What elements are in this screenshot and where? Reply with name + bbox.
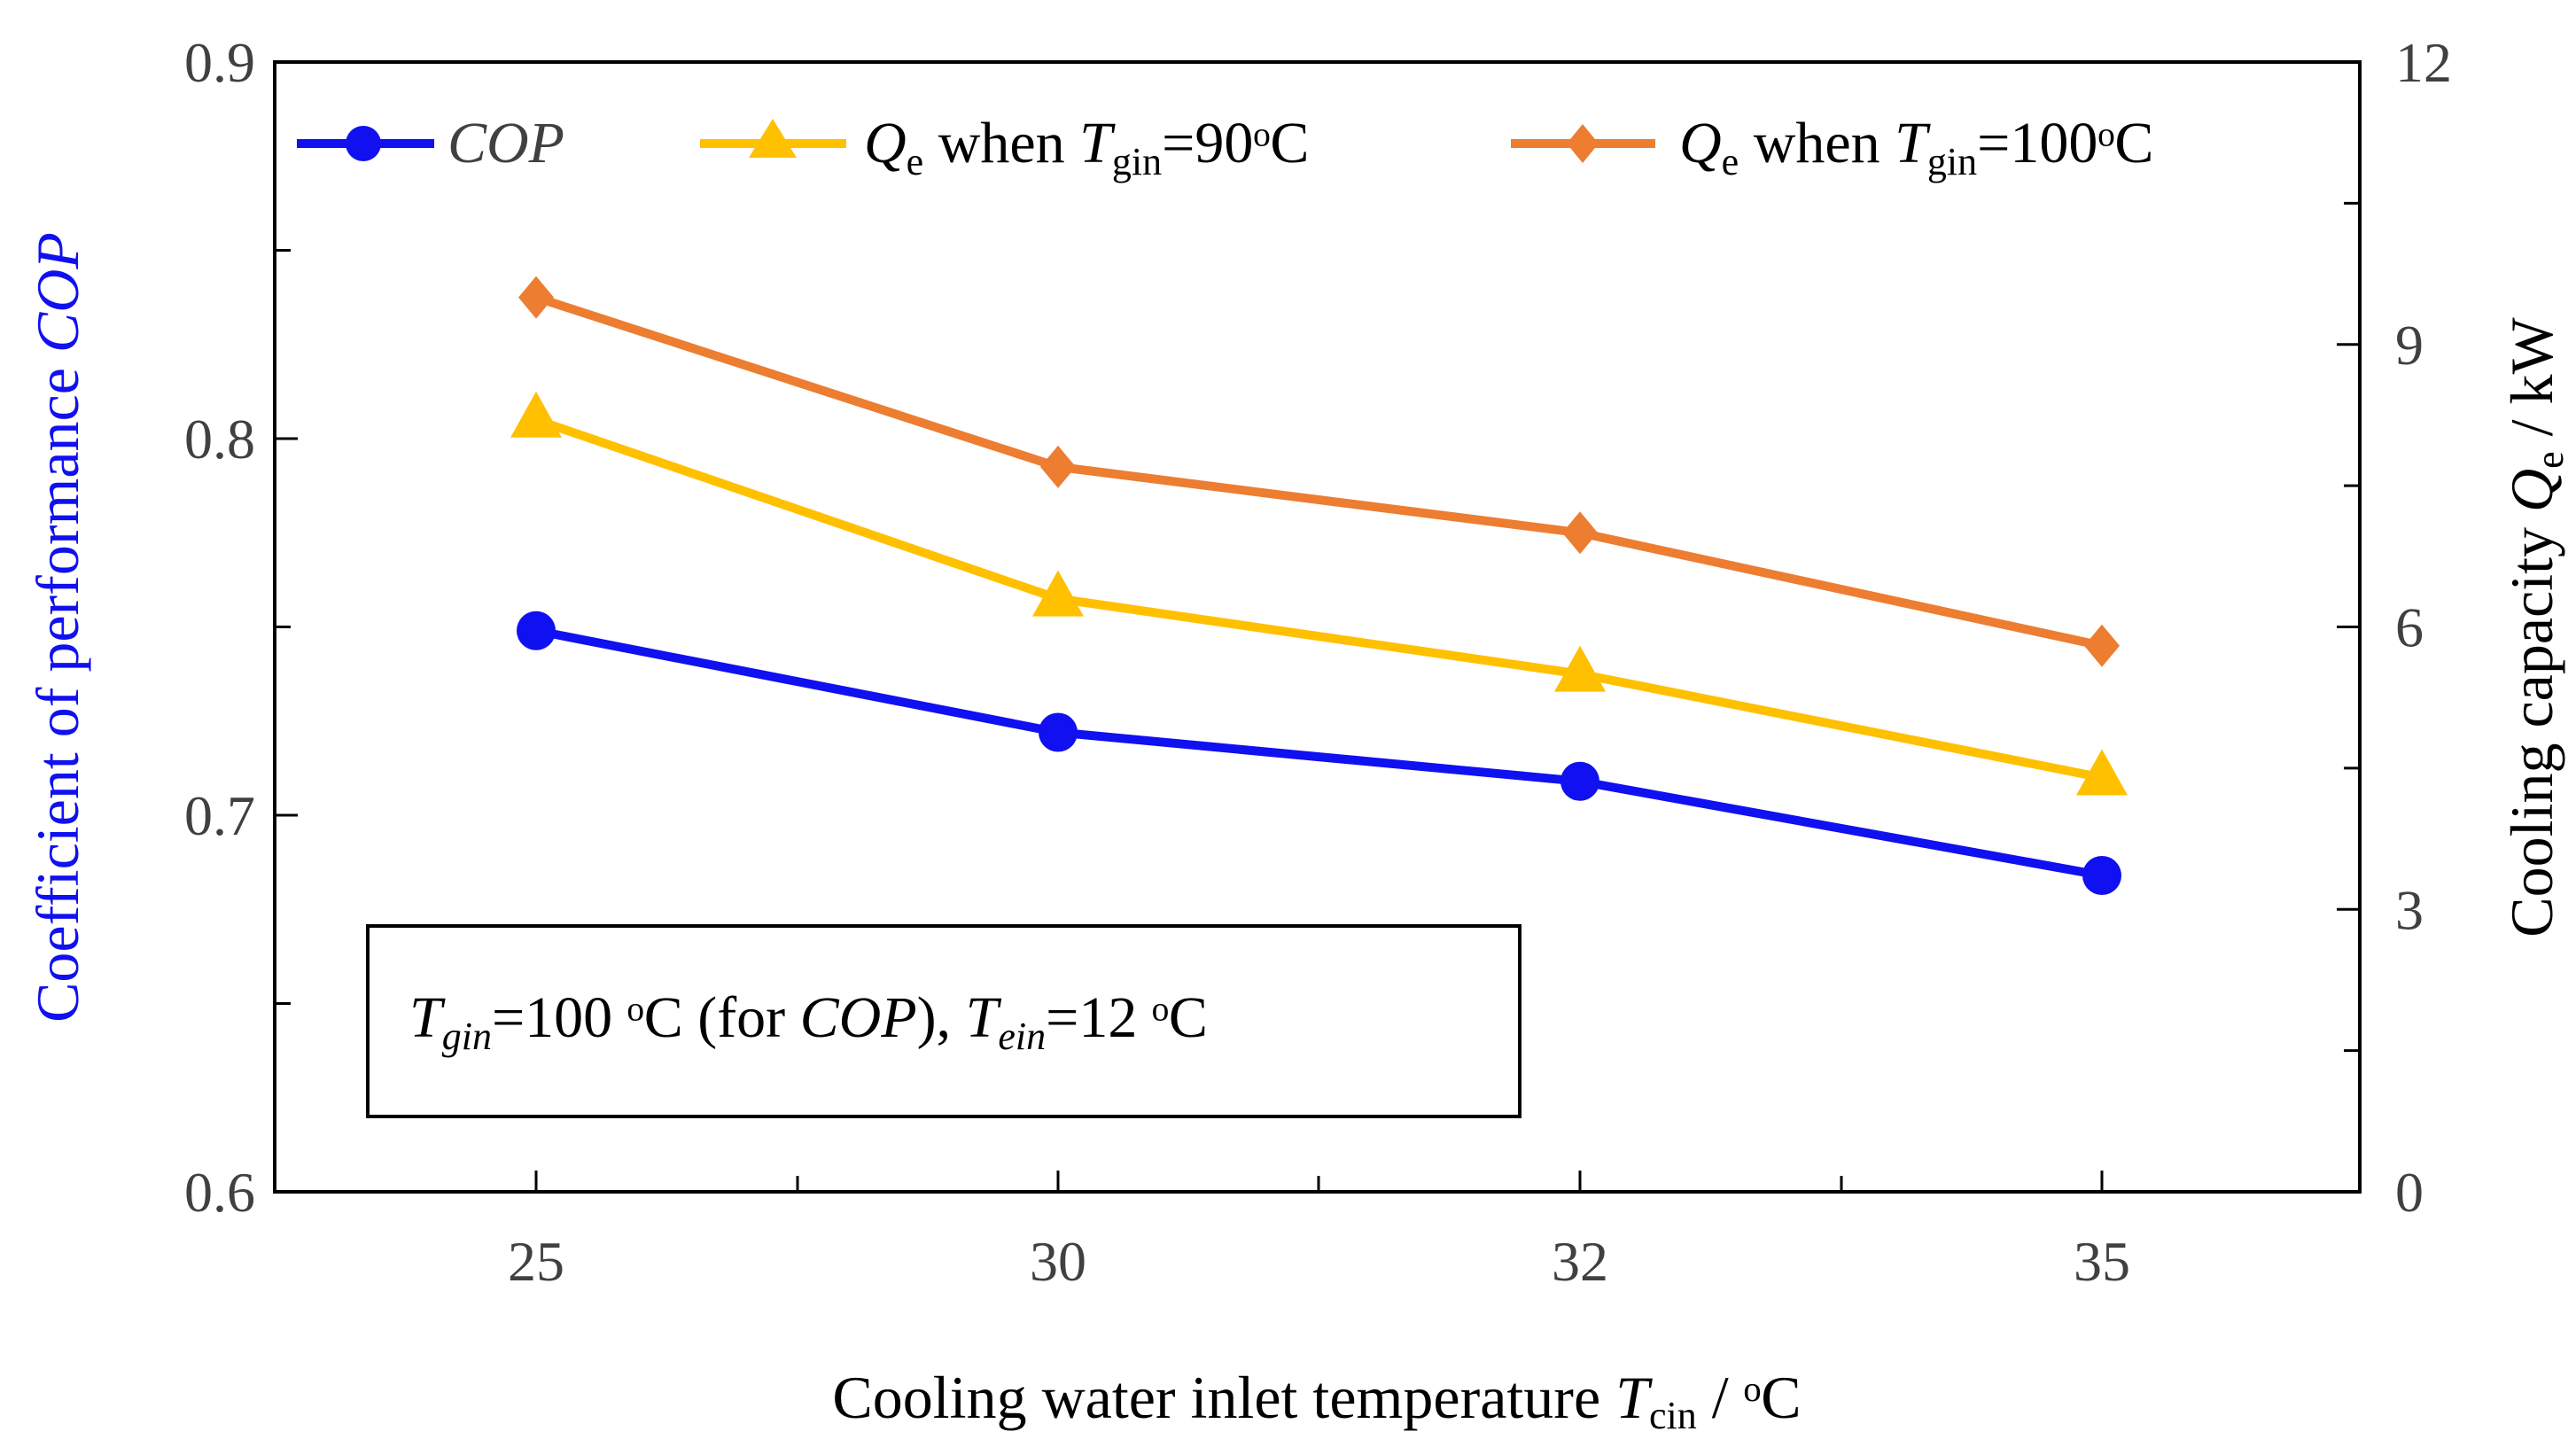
x-tick-label: 32 <box>1552 1230 1608 1293</box>
legend-qe90-q: Q <box>864 111 907 175</box>
data-point <box>517 611 556 650</box>
legend-qe90-marker <box>749 119 797 158</box>
data-point <box>1554 645 1606 692</box>
x-axis-title: Cooling water inlet temperature Tcin / ᵒ… <box>832 1364 1801 1437</box>
annotation-cop: COP <box>800 985 917 1050</box>
annotation-t1sub: gin <box>442 1015 492 1058</box>
data-point <box>1562 511 1598 555</box>
legend-qe90-qsub: e <box>907 140 924 183</box>
data-point <box>2084 624 2120 667</box>
left-tick-label: 0.6 <box>184 1161 255 1224</box>
left-axis-title-italic: COP <box>24 232 91 353</box>
data-point <box>1039 712 1078 752</box>
left-axis-ticks: 0.6 0.7 0.8 0.9 <box>184 31 298 1224</box>
x-tick-label: 35 <box>2074 1230 2130 1293</box>
right-axis-title-main: Cooling capacity <box>2498 512 2565 937</box>
left-tick-label: 0.7 <box>184 784 255 847</box>
left-tick-label: 0.9 <box>184 31 255 94</box>
series-layer <box>510 276 2128 895</box>
legend-qe100-value: =100ᵒC <box>1977 111 2153 175</box>
legend-qe100-when: when <box>1739 111 1895 175</box>
legend-qe100-label: Qe when Tgin=100ᵒC <box>1679 111 2153 183</box>
series-line <box>534 292 2104 650</box>
data-point <box>1032 570 1084 617</box>
left-axis-title-main: Coefficient of performance <box>24 353 91 1023</box>
right-tick-label: 12 <box>2395 31 2452 94</box>
legend-qe100-qsub: e <box>1722 140 1739 183</box>
data-point <box>518 276 554 319</box>
series-diamond <box>518 276 2120 667</box>
right-tick-label: 3 <box>2395 878 2424 941</box>
data-point <box>2076 749 2128 796</box>
x-axis-title-unit: / ᵒC <box>1697 1364 1802 1431</box>
legend-item-cop[interactable]: COP <box>297 111 564 175</box>
right-axis-ticks: 0 3 6 9 12 <box>2337 31 2452 1224</box>
annotation-v1: =100 ᵒC (for <box>492 985 800 1050</box>
right-axis-title-qsub: e <box>2528 451 2572 469</box>
series-line <box>534 416 2103 782</box>
x-tick-label: 30 <box>1030 1230 1086 1293</box>
legend-qe90-tsub: gin <box>1112 140 1162 183</box>
x-axis-title-t: T <box>1615 1364 1653 1431</box>
annotation-box: Tgin=100 ᵒC (for COP), Tein=12 ᵒC <box>366 924 1521 1118</box>
legend: COP Qe when Tgin=90ᵒC Qe when Tgin=100ᵒC <box>297 111 2153 183</box>
right-tick-label: 0 <box>2395 1161 2424 1224</box>
annotation-text: Tgin=100 ᵒC (for COP), Tein=12 ᵒC <box>409 985 1208 1058</box>
legend-qe100-t: T <box>1895 111 1931 175</box>
series-triangle <box>510 391 2128 796</box>
x-axis-title-main: Cooling water inlet temperature <box>832 1364 1615 1431</box>
legend-qe100-marker <box>1567 124 1599 163</box>
series-circle <box>517 611 2121 895</box>
data-point <box>1560 761 1599 801</box>
annotation-v2: =12 ᵒC <box>1046 985 1208 1050</box>
right-axis-title-q: Q <box>2498 469 2565 512</box>
annotation-frame <box>366 924 1521 1118</box>
annotation-t2sub: ein <box>998 1015 1046 1058</box>
legend-qe90-t: T <box>1079 111 1116 175</box>
right-axis-title-unit: / kW <box>2498 316 2565 451</box>
legend-item-qe100[interactable]: Qe when Tgin=100ᵒC <box>1511 111 2153 183</box>
annotation-close: ), <box>917 985 966 1050</box>
data-point <box>1040 445 1076 488</box>
left-tick-label: 0.8 <box>184 408 255 471</box>
data-point <box>510 391 562 438</box>
x-tick-label: 25 <box>508 1230 564 1293</box>
legend-qe100-tsub: gin <box>1927 140 1977 183</box>
data-point <box>2082 856 2121 895</box>
right-tick-label: 6 <box>2395 596 2424 659</box>
legend-qe90-when: when <box>923 111 1079 175</box>
legend-qe90-label: Qe when Tgin=90ᵒC <box>864 111 1309 183</box>
annotation-t1: T <box>409 985 446 1050</box>
legend-cop-marker <box>346 126 381 161</box>
right-tick-label: 9 <box>2395 314 2424 377</box>
x-axis-title-tsub: cin <box>1649 1394 1697 1437</box>
right-axis-title: Cooling capacity Qe / kW <box>2498 316 2572 937</box>
legend-qe100-q: Q <box>1679 111 1722 175</box>
x-axis-ticks: 25 30 32 35 <box>508 1171 2130 1293</box>
series-line <box>535 626 2103 880</box>
legend-item-qe90[interactable]: Qe when Tgin=90ᵒC <box>700 111 1309 183</box>
legend-qe90-value: =90ᵒC <box>1162 111 1309 175</box>
legend-cop-label: COP <box>447 111 564 175</box>
left-axis-title: Coefficient of performance COP <box>24 232 91 1023</box>
annotation-t2: T <box>966 985 1002 1050</box>
